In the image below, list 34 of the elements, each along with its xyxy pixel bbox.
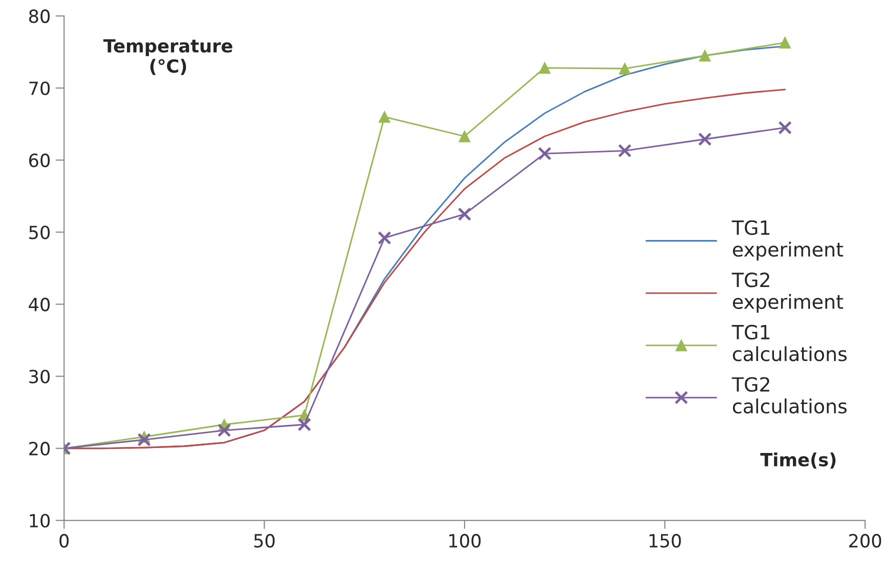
point (378, 110, 390, 123)
y-axis-title: Temperature (°C) (103, 39, 232, 75)
point (298, 418, 312, 432)
point (137, 432, 151, 447)
point (618, 62, 631, 74)
legend-label: TG1 calculations (732, 324, 847, 362)
legend-label: TG2 calculations (732, 377, 847, 414)
y-tick-label: 60 (29, 154, 50, 168)
x-axis-title: Time(s) (760, 452, 836, 469)
x-tick-label: 150 (650, 534, 681, 548)
point (458, 207, 472, 221)
point (778, 120, 792, 134)
y-tick-label: 10 (30, 514, 50, 528)
y-tick-label: 50 (29, 226, 50, 240)
point (779, 36, 791, 49)
point (217, 424, 232, 438)
y-tick-label: 70 (29, 81, 50, 96)
y-tick-label: 40 (28, 298, 50, 312)
legend-label: TG2 experiment (732, 272, 844, 313)
y-tick-label: 80 (29, 9, 50, 24)
x-tick-label: 100 (449, 534, 481, 548)
legend-label: TG1 experiment (732, 220, 844, 261)
point (538, 62, 551, 74)
point (698, 132, 712, 146)
x-tick-label: 200 (849, 534, 882, 548)
point (698, 50, 711, 62)
x-tick-label: 0 (60, 534, 69, 548)
point (378, 231, 392, 245)
point (538, 146, 552, 160)
point (458, 130, 470, 142)
y-tick-label: 30 (29, 370, 50, 384)
x-tick-label: 50 (254, 534, 275, 548)
point (618, 144, 632, 158)
y-tick-label: 20 (29, 442, 50, 456)
